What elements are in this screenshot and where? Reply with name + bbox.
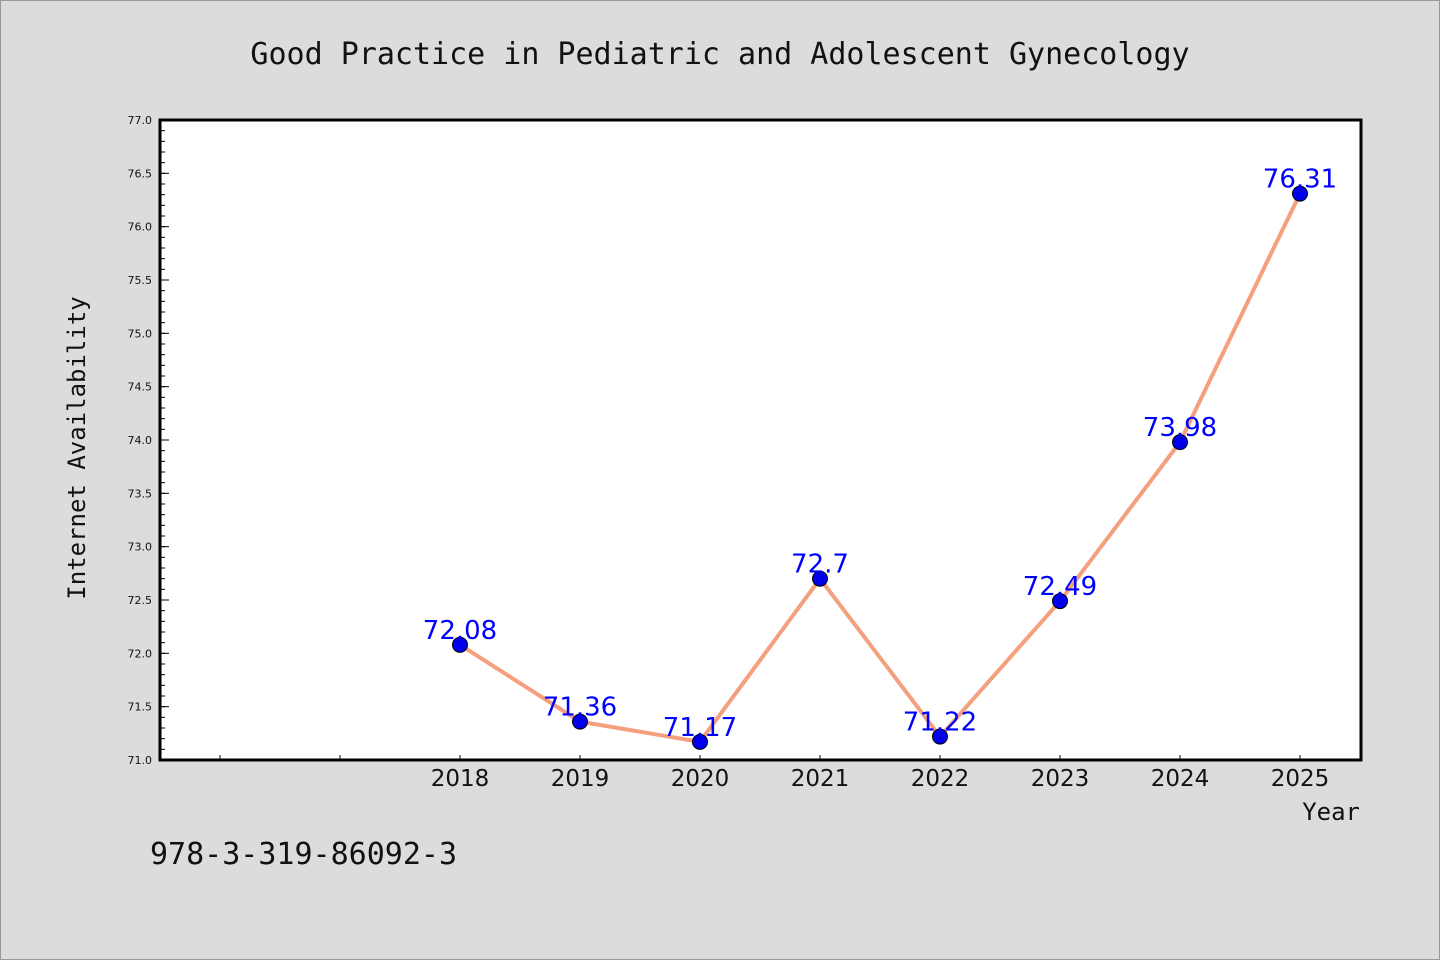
data-point xyxy=(572,713,588,730)
x-tick-label: 2020 xyxy=(671,766,730,792)
data-point xyxy=(1172,434,1188,451)
data-label: 71.17 xyxy=(663,713,737,743)
data-label: 72.7 xyxy=(791,550,849,580)
series-line xyxy=(458,191,1302,744)
y-tick-label: 76.5 xyxy=(128,167,153,180)
x-axis-label: Year xyxy=(1302,798,1360,826)
y-tick-label: 75.5 xyxy=(128,274,153,287)
data-label: 76.31 xyxy=(1263,165,1337,195)
x-tick-label: 2019 xyxy=(551,766,610,792)
data-point xyxy=(692,733,708,750)
data-label: 72.08 xyxy=(423,616,497,646)
y-tick-label: 76.0 xyxy=(128,221,153,234)
data-label: 71.22 xyxy=(903,708,977,738)
chart-title: Good Practice in Pediatric and Adolescen… xyxy=(250,37,1189,72)
y-tick-label: 75.0 xyxy=(128,327,153,340)
y-tick-label: 71.5 xyxy=(128,701,153,714)
y-tick-label: 73.0 xyxy=(128,541,153,554)
y-axis-ticks: 71.0 71.5 72.0 72.5 73.0 73.5 74.0 74.5 75.0 75.5… xyxy=(128,114,169,767)
x-axis-ticks: 2018 2019 2020 2021 2022 2023 2024 2025 xyxy=(219,755,1330,792)
data-point xyxy=(932,728,948,745)
y-tick-label: 72.5 xyxy=(128,594,153,607)
y-tick-label: 74.0 xyxy=(128,434,153,447)
y-axis-label: Internet Availability xyxy=(63,296,91,599)
data-point xyxy=(452,636,468,653)
data-label: 71.36 xyxy=(543,693,617,723)
x-tick-label: 2022 xyxy=(911,766,970,792)
data-point xyxy=(1052,593,1068,610)
isbn-text: 978-3-319-86092-3 xyxy=(150,837,457,872)
y-tick-label: 73.5 xyxy=(128,487,153,500)
x-tick-label: 2021 xyxy=(791,766,850,792)
data-point xyxy=(812,570,828,587)
data-label: 72.49 xyxy=(1023,572,1097,602)
x-tick-label: 2025 xyxy=(1271,766,1330,792)
y-tick-label: 72.0 xyxy=(128,647,153,660)
x-tick-label: 2023 xyxy=(1031,766,1090,792)
y-tick-label: 77.0 xyxy=(128,114,153,127)
x-tick-label: 2018 xyxy=(431,766,490,792)
y-tick-label: 74.5 xyxy=(128,381,153,394)
plot-area xyxy=(158,118,1363,762)
y-tick-label: 71.0 xyxy=(128,754,153,767)
data-label: 73.98 xyxy=(1143,413,1217,443)
x-tick-label: 2024 xyxy=(1151,766,1210,792)
series-layer: 72.08 71.36 71.17 72.7 71.22 72.49 73.98 76.31 xyxy=(423,165,1337,750)
data-point xyxy=(1292,185,1308,202)
